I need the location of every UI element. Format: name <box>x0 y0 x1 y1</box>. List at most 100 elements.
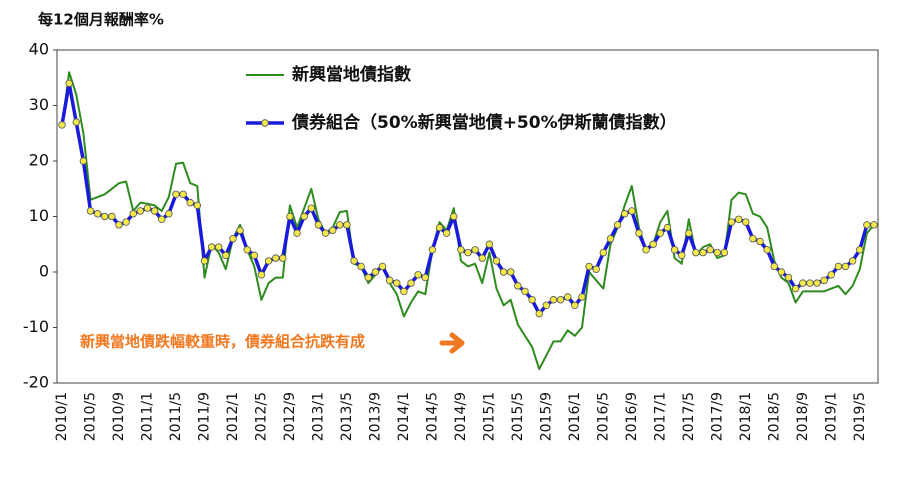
point-marker <box>763 246 771 254</box>
point-marker <box>435 223 444 232</box>
point-marker <box>642 246 650 254</box>
point-marker <box>250 251 259 260</box>
point-marker <box>129 210 137 218</box>
point-marker <box>720 248 729 257</box>
point-marker <box>264 257 273 265</box>
point-marker <box>186 198 194 207</box>
point-marker <box>670 246 679 254</box>
point-marker <box>457 246 465 254</box>
x-tick-label: 2018/9 <box>795 392 811 441</box>
point-marker <box>834 262 843 271</box>
annotation-arrow <box>439 332 465 354</box>
point-marker <box>357 262 365 271</box>
point-marker <box>699 248 707 257</box>
point-marker <box>115 221 123 229</box>
x-tick-label: 2014/9 <box>453 392 469 441</box>
legend-label: 新興當地債指數 <box>292 64 411 85</box>
point-marker <box>122 218 130 226</box>
point-marker <box>400 287 408 296</box>
y-tick-label: 0 <box>39 262 49 281</box>
x-tick-label: 2012/5 <box>253 392 269 441</box>
point-marker <box>841 262 850 271</box>
point-marker <box>870 221 878 229</box>
x-tick-label: 2014/5 <box>424 392 440 441</box>
x-tick-label: 2012/9 <box>282 392 298 441</box>
point-marker <box>749 234 757 243</box>
x-tick-label: 2015/9 <box>538 392 554 441</box>
point-marker <box>172 190 180 198</box>
point-marker <box>464 248 472 257</box>
point-marker <box>863 221 871 229</box>
point-marker <box>72 118 80 126</box>
point-marker <box>307 204 315 212</box>
x-tick-label: 2016/9 <box>624 392 640 441</box>
x-tick-label: 2019/1 <box>823 392 839 441</box>
point-marker <box>556 296 565 304</box>
point-marker <box>799 279 807 287</box>
point-marker <box>300 212 308 221</box>
point-marker <box>706 246 714 254</box>
x-tick-label: 2013/5 <box>339 392 355 441</box>
point-marker <box>528 296 536 304</box>
point-marker <box>613 221 622 229</box>
point-marker <box>564 293 572 301</box>
point-marker <box>820 276 828 285</box>
series-line <box>61 71 875 371</box>
point-marker <box>521 287 529 296</box>
point-marker <box>492 257 501 265</box>
point-marker <box>514 282 522 290</box>
point-marker <box>293 229 301 237</box>
point-marker <box>215 243 223 251</box>
point-marker <box>393 279 401 287</box>
point-marker <box>649 240 657 248</box>
y-tick-label: 20 <box>29 151 49 170</box>
point-marker <box>378 262 387 271</box>
x-tick-label: 2018/5 <box>766 392 782 441</box>
point-marker <box>727 218 736 226</box>
legend-label: 債券組合（50%新興當地債+50%伊斯蘭債指數） <box>291 112 677 133</box>
x-tick-label: 2011/9 <box>196 392 212 441</box>
point-marker <box>806 279 814 287</box>
point-marker <box>471 246 479 254</box>
point-marker <box>65 79 73 87</box>
x-tick-label: 2010/9 <box>111 392 127 441</box>
y-tick-label: -10 <box>23 317 49 336</box>
point-marker <box>136 207 145 215</box>
x-tick-label: 2010/1 <box>54 392 70 441</box>
x-tick-label: 2012/1 <box>225 392 241 441</box>
point-marker <box>856 246 864 254</box>
point-marker <box>777 268 786 276</box>
point-marker <box>485 240 494 248</box>
point-marker <box>229 234 237 243</box>
point-marker <box>257 271 266 279</box>
point-marker <box>621 210 629 218</box>
point-marker <box>770 262 778 271</box>
point-marker <box>336 221 344 229</box>
point-marker <box>628 207 636 215</box>
x-tick-label: 2015/1 <box>481 392 497 441</box>
x-tick-label: 2013/1 <box>310 392 326 441</box>
point-marker <box>200 257 209 265</box>
point-marker <box>450 212 458 221</box>
point-marker <box>193 201 202 210</box>
point-marker <box>385 276 394 285</box>
point-marker <box>813 279 821 287</box>
point-marker <box>507 268 515 276</box>
point-marker <box>663 223 672 232</box>
point-marker <box>542 301 551 309</box>
x-tick-label: 2019/5 <box>852 392 868 441</box>
point-marker <box>207 243 216 251</box>
point-marker <box>321 229 330 237</box>
point-marker <box>101 212 109 221</box>
point-marker <box>271 254 280 262</box>
point-marker <box>442 229 451 237</box>
point-marker <box>143 204 152 212</box>
y-tick-label: 10 <box>29 206 49 225</box>
point-marker <box>421 273 429 282</box>
x-tick-label: 2010/5 <box>82 392 98 441</box>
point-marker <box>571 301 579 309</box>
point-marker <box>350 257 358 265</box>
point-marker <box>286 212 294 221</box>
point-marker <box>328 226 337 235</box>
